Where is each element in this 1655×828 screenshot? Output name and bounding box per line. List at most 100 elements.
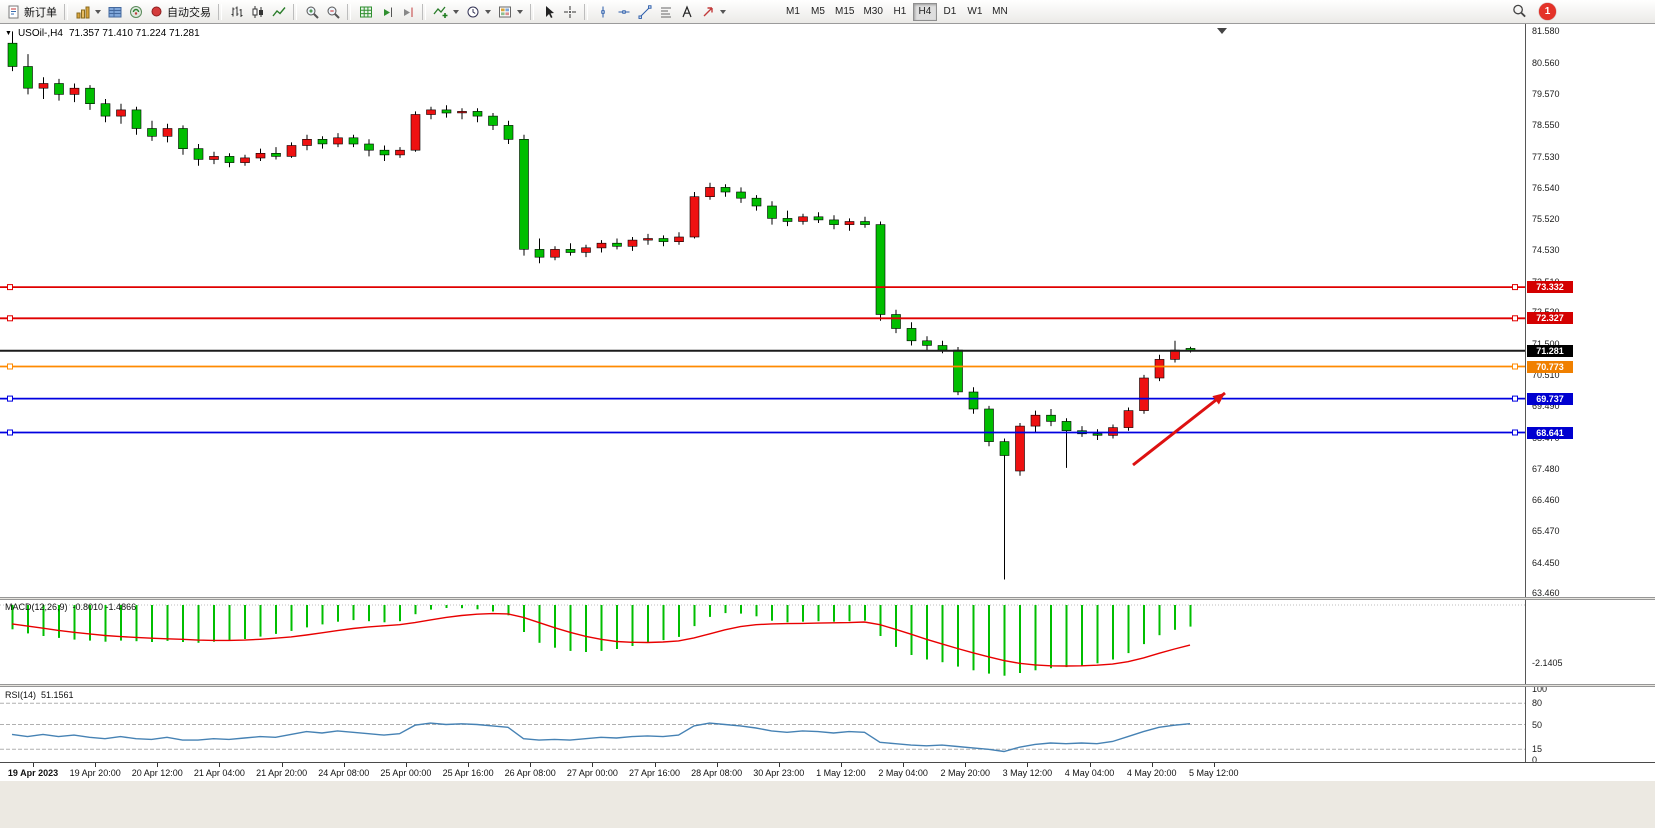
- rsi-value: 51.1561: [41, 690, 74, 700]
- bar-chart-button[interactable]: [226, 2, 247, 22]
- timeframe-button-H4[interactable]: H4: [912, 2, 937, 21]
- chart-shift-icon: [400, 4, 415, 19]
- time-tick: [95, 763, 97, 767]
- navigator-button[interactable]: [125, 2, 146, 22]
- autotrading-button[interactable]: 自动交易: [146, 2, 214, 22]
- indicators-button[interactable]: [430, 2, 462, 22]
- cursor-button[interactable]: [538, 2, 559, 22]
- fibonacci-icon: [658, 4, 673, 19]
- market-watch-button[interactable]: [104, 2, 125, 22]
- search-icon: [1512, 3, 1527, 18]
- candlestick-chart-button[interactable]: [247, 2, 268, 22]
- timeframe-toolbar: M1 M5 M15 M30 H1 H4 D1 W1 MN: [781, 2, 1012, 21]
- templates-button[interactable]: [494, 2, 526, 22]
- vertical-line-icon: [595, 4, 610, 19]
- price-tick-label: 80.560: [1532, 58, 1560, 69]
- text-button[interactable]: [676, 2, 697, 22]
- chart-symbol-label: ▼ USOil-,H4 71.357 71.410 71.224 71.281: [5, 28, 200, 39]
- candles: [7, 31, 1196, 580]
- rsi-panel-divider[interactable]: [0, 684, 1655, 687]
- price-tick-label: 63.460: [1532, 588, 1560, 599]
- autotrading-status-icon: [149, 4, 164, 19]
- time-tick: [592, 763, 594, 767]
- time-label: 21 Apr 20:00: [256, 768, 308, 778]
- timeframe-button-D1[interactable]: D1: [938, 3, 962, 21]
- timeframe-button-MN[interactable]: MN: [988, 3, 1012, 21]
- vertical-line-button[interactable]: [592, 2, 613, 22]
- chart-shift-marker[interactable]: [1217, 28, 1227, 34]
- rsi-scale-label-0: 0: [1532, 755, 1538, 765]
- fibonacci-button[interactable]: [655, 2, 676, 22]
- crosshair-button[interactable]: [559, 2, 580, 22]
- main-chart[interactable]: [0, 24, 1525, 597]
- toolbar-separator: [422, 3, 426, 20]
- time-label: 27 Apr 00:00: [566, 768, 618, 778]
- search-button[interactable]: [1512, 3, 1527, 22]
- horizontal-line-button[interactable]: [613, 2, 634, 22]
- toolbar-separator: [530, 3, 534, 20]
- time-label: 4 May 04:00: [1064, 768, 1115, 778]
- zoom-out-button[interactable]: [322, 2, 343, 22]
- toolbar-separator: [347, 3, 351, 20]
- periods-clock-icon: [465, 4, 480, 19]
- grid-button[interactable]: [355, 2, 376, 22]
- notification-badge[interactable]: 1: [1539, 3, 1556, 20]
- time-label: 3 May 12:00: [1002, 768, 1053, 778]
- trend-arrow[interactable]: [1132, 391, 1226, 467]
- macd-panel-divider[interactable]: [0, 597, 1655, 600]
- arrows-tool-icon: [700, 4, 715, 19]
- time-tick: [33, 763, 34, 767]
- price-tag-73.332: 73.332: [1527, 281, 1573, 294]
- macd-name: MACD(12,26,9): [5, 602, 68, 612]
- time-label: 2 May 20:00: [940, 768, 991, 778]
- price-tick-label: 79.570: [1532, 88, 1560, 99]
- time-tick: [965, 763, 967, 767]
- timeframe-button-M30[interactable]: M30: [859, 3, 886, 21]
- horizontal-line-objects[interactable]: [0, 284, 1525, 436]
- time-tick: [654, 763, 656, 767]
- timeframe-button-H1[interactable]: H1: [888, 3, 912, 21]
- price-tag-70.773: 70.773: [1527, 360, 1573, 373]
- new-chart-button[interactable]: [72, 2, 104, 22]
- chart-shift-button[interactable]: [397, 2, 418, 22]
- price-tag-71.281: 71.281: [1527, 344, 1573, 357]
- macd-histogram: [11, 605, 1192, 676]
- crosshair-icon: [562, 4, 577, 19]
- bar-chart-icon: [229, 4, 244, 19]
- rsi-scale-label-15: 15: [1532, 744, 1543, 755]
- auto-scroll-button[interactable]: [376, 2, 397, 22]
- price-tag-72.327: 72.327: [1527, 312, 1573, 325]
- rsi-panel[interactable]: [0, 687, 1525, 762]
- time-label: 5 May 12:00: [1189, 768, 1239, 778]
- timeframe-button-M15[interactable]: M15: [831, 3, 858, 21]
- one-click-trading-toggle[interactable]: ▼: [5, 29, 12, 37]
- zoom-in-button[interactable]: [301, 2, 322, 22]
- time-axis[interactable]: 19 Apr 2023 19 Apr 20:00 20 Apr 12:00 21 Ap…: [0, 762, 1655, 781]
- price-axis[interactable]: 81.580 80.560 79.570 78.550 77.530 76.540 75.5…: [1525, 24, 1655, 781]
- toolbar-separator: [293, 3, 297, 20]
- line-chart-button[interactable]: [268, 2, 289, 22]
- price-tag-69.737: 69.737: [1527, 392, 1573, 405]
- trendline-button[interactable]: [634, 2, 655, 22]
- time-label: 26 Apr 08:00: [504, 768, 556, 778]
- time-label: 27 Apr 16:00: [628, 768, 681, 778]
- time-tick: [1027, 763, 1029, 767]
- arrows-button[interactable]: [697, 2, 729, 22]
- timeframe-button-M5[interactable]: M5: [806, 3, 830, 21]
- price-tick-label: 67.480: [1532, 463, 1560, 474]
- timeframe-button-M1[interactable]: M1: [781, 3, 805, 21]
- new-order-button[interactable]: 新订单: [3, 2, 60, 22]
- time-label: 4 May 20:00: [1126, 768, 1177, 778]
- periods-button[interactable]: [462, 2, 494, 22]
- macd-scale-label: -2.1405: [1532, 657, 1563, 668]
- ohlc-values: 71.357 71.410 71.224 71.281: [68, 28, 200, 39]
- time-label: 25 Apr 00:00: [380, 768, 432, 778]
- new-chart-icon: [75, 4, 90, 19]
- navigator-icon: [128, 4, 143, 19]
- macd-signal-line: [11, 612, 1191, 667]
- macd-panel[interactable]: [0, 600, 1525, 684]
- indicators-icon: [433, 4, 448, 19]
- toolbar-separator: [218, 3, 222, 20]
- line-chart-icon: [271, 4, 286, 19]
- timeframe-button-W1[interactable]: W1: [963, 3, 987, 21]
